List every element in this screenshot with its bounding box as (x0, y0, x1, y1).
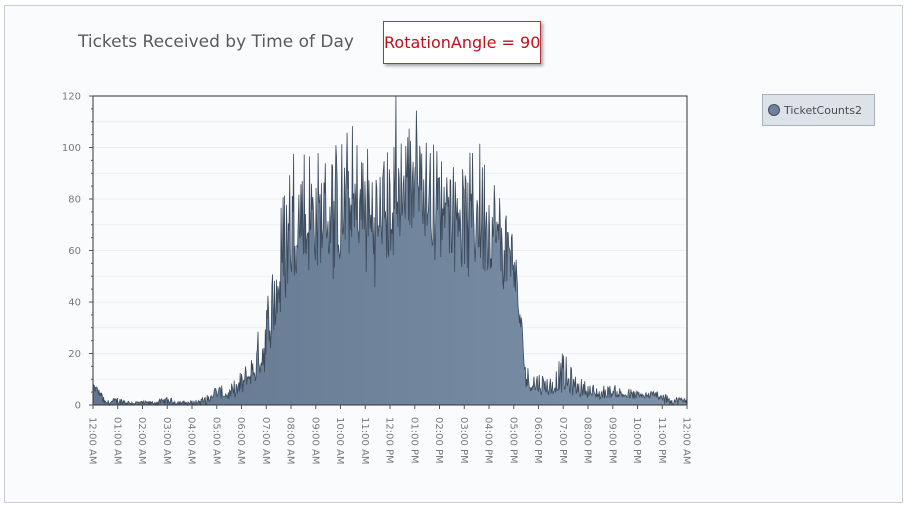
x-tick-label: 01:00 AM (111, 417, 122, 464)
x-tick-label: 05:00 PM (507, 417, 518, 464)
y-tick-label-120: 120 (62, 92, 81, 103)
x-tick-label: 04:00 AM (186, 417, 197, 464)
x-tick-label: 05:00 AM (210, 417, 221, 464)
x-tick-label: 10:00 PM (631, 417, 642, 464)
x-tick-label: 11:00 AM (359, 417, 370, 464)
y-tick-label-80: 80 (68, 195, 81, 206)
y-tick-label-60: 60 (68, 246, 81, 257)
series-area-ticketcounts2 (92, 95, 688, 407)
x-tick-label: 12:00 AM (681, 417, 692, 464)
x-tick-label: 02:00 AM (136, 417, 147, 464)
x-tick-label: 03:00 AM (161, 417, 172, 464)
x-tick-label: 01:00 PM (408, 417, 419, 464)
y-tick-labels: 0 20 40 60 80 100 120 (62, 92, 81, 412)
x-tick-label: 12:00 AM (87, 417, 98, 464)
x-tick-label: 04:00 PM (483, 417, 494, 464)
legend: TicketCounts2 (762, 94, 875, 126)
x-tick-label: 12:00 PM (384, 417, 395, 464)
x-tick-label: 06:00 PM (532, 417, 543, 464)
x-tick-label: 07:00 AM (260, 417, 271, 464)
y-tick-label-0: 0 (75, 401, 81, 412)
y-tick-label-40: 40 (68, 298, 81, 309)
y-tick-label-100: 100 (62, 143, 81, 154)
legend-label-ticketcounts2: TicketCounts2 (784, 103, 862, 117)
x-tick-label: 02:00 PM (433, 417, 444, 464)
area-fill-ticketcounts2 (93, 96, 687, 405)
axes (89, 95, 688, 409)
x-tick-label: 08:00 PM (582, 417, 593, 464)
chart-title: Tickets Received by Time of Day (78, 32, 354, 52)
x-tick-label: 10:00 AM (334, 417, 345, 464)
x-tick-label: 06:00 AM (235, 417, 246, 464)
x-tick-label: 03:00 PM (458, 417, 469, 464)
y-tick-label-20: 20 (68, 349, 81, 360)
x-tick-label: 11:00 PM (656, 417, 667, 464)
x-tick-label: 09:00 PM (606, 417, 617, 464)
x-tick-label: 09:00 AM (309, 417, 320, 464)
rotation-angle-annotation: RotationAngle = 90 (383, 21, 541, 64)
x-tick-labels: 12:00 AM 01:00 AM 02:00 AM 03:00 AM 04:00 AM… (87, 417, 692, 464)
legend-swatch-ticketcounts2 (768, 104, 780, 116)
x-tick-label: 07:00 PM (557, 417, 568, 464)
area-line-ticketcounts2 (92, 95, 688, 407)
x-tick-label: 08:00 AM (285, 417, 296, 464)
